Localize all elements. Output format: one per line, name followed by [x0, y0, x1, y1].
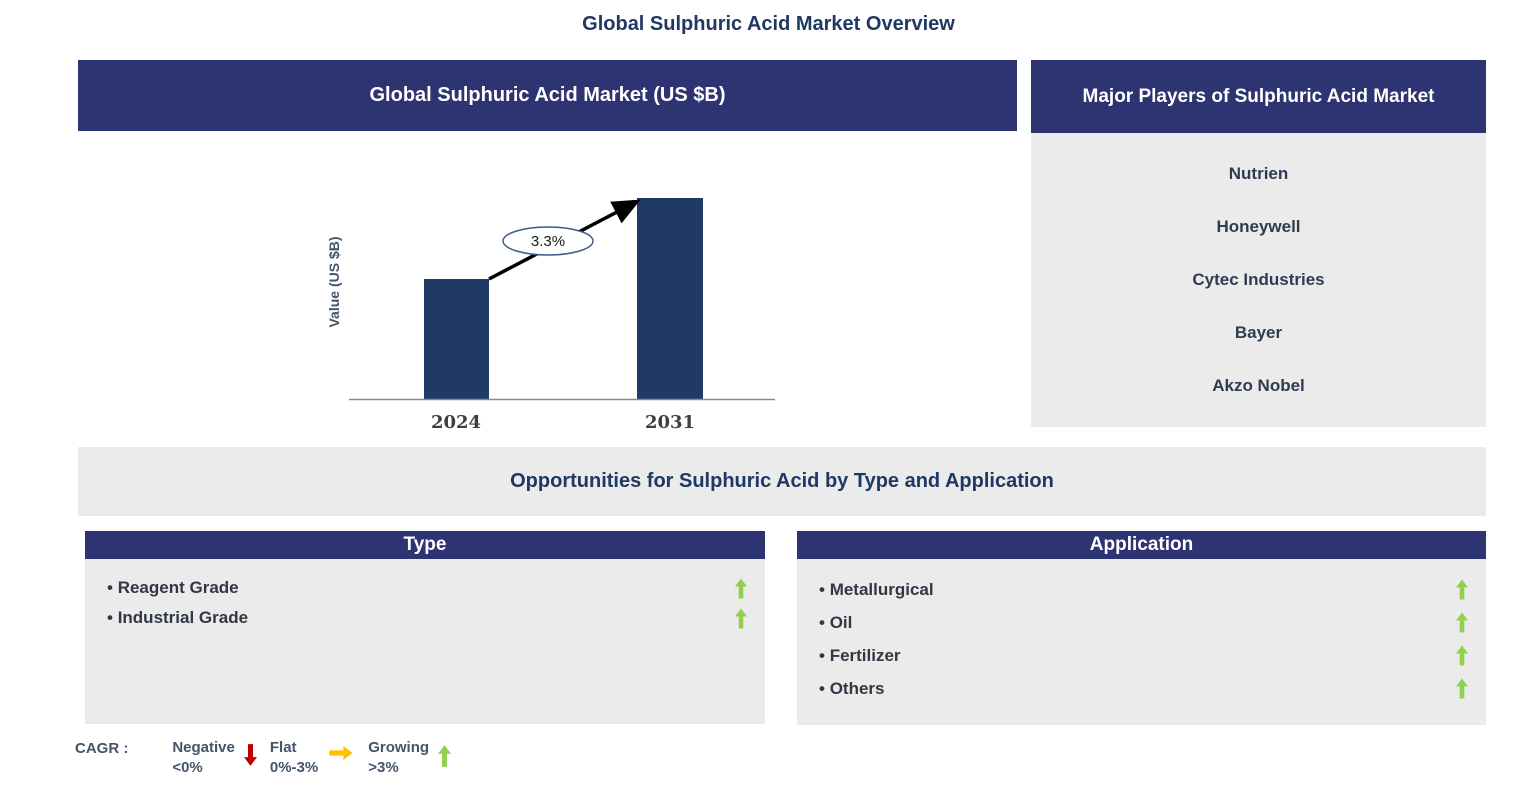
legend-item-flat: Flat 0%-3% [270, 738, 355, 777]
right-arrow-icon [329, 746, 353, 760]
application-panel-header: Application [797, 531, 1486, 559]
application-panel: Application Metallurgical Oil Fertilizer… [797, 531, 1486, 725]
legend-flat-range: 0%-3% [269, 758, 319, 776]
type-item-label: Reagent Grade [107, 578, 239, 598]
down-arrow-icon [243, 744, 257, 766]
list-item: Nutrien [1228, 163, 1289, 183]
list-item: Oil [797, 606, 1486, 639]
x-tick-2024: 2024 [431, 412, 481, 433]
cagr-ellipse [502, 226, 594, 256]
legend-growing-range: >3% [368, 758, 399, 776]
up-arrow-icon [1456, 678, 1468, 699]
list-item: Bayer [1234, 323, 1283, 343]
opportunities-band: Opportunities for Sulphuric Acid by Type… [78, 447, 1486, 516]
up-arrow-icon [1456, 645, 1468, 666]
up-arrow-icon [1456, 612, 1468, 633]
major-players-header: Major Players of Sulphuric Acid Market [1031, 60, 1486, 133]
cagr-legend: CAGR : Negative <0% Flat 0%-3% Growing >… [75, 738, 464, 777]
list-item: Others [797, 672, 1486, 705]
application-panel-header-label: Application [1089, 534, 1194, 555]
page-title: Global Sulphuric Acid Market Overview [582, 13, 955, 35]
legend-growing-label: Growing [368, 739, 430, 756]
bar-2031 [637, 198, 703, 399]
up-arrow-icon [735, 608, 747, 628]
type-item-label: Industrial Grade [107, 608, 248, 628]
list-item: Industrial Grade [85, 603, 765, 633]
up-arrow-icon [438, 745, 452, 767]
list-item: Akzo Nobel [1212, 376, 1305, 396]
major-players-panel: Major Players of Sulphuric Acid Market N… [1031, 60, 1486, 427]
application-item-label: Fertilizer [819, 646, 901, 666]
cagr-legend-prefix: CAGR : [75, 740, 129, 757]
list-item: Metallurgical [797, 573, 1486, 606]
legend-negative-range: <0% [172, 758, 203, 776]
list-item: Fertilizer [797, 639, 1486, 672]
major-players-list: Nutrien Honeywell Cytec Industries Bayer… [1031, 133, 1486, 427]
type-panel-header: Type [85, 531, 765, 559]
list-item: Cytec Industries [1192, 269, 1325, 289]
type-panel: Type Reagent Grade Industrial Grade [85, 531, 765, 724]
type-panel-header-label: Type [403, 534, 447, 555]
major-players-header-label: Major Players of Sulphuric Acid Market [1082, 85, 1435, 107]
bar-2024 [424, 279, 489, 399]
type-panel-body: Reagent Grade Industrial Grade [85, 559, 765, 724]
list-item: Honeywell [1216, 216, 1301, 236]
up-arrow-icon [735, 578, 747, 598]
y-axis-label: Value (US $B) [326, 236, 342, 327]
list-item: Reagent Grade [85, 573, 765, 603]
market-panel-header-label: Global Sulphuric Acid Market (US $B) [369, 84, 726, 106]
market-bar-chart: Value (US $B) 3.3% 2024 2031 [326, 198, 775, 433]
legend-flat-label: Flat [269, 739, 297, 756]
x-tick-2031: 2031 [645, 412, 695, 433]
application-item-label: Others [819, 679, 885, 699]
legend-item-growing: Growing >3% [368, 738, 452, 777]
cagr-value: 3.3% [531, 233, 565, 250]
market-panel-header: Global Sulphuric Acid Market (US $B) [78, 60, 1017, 131]
legend-item-negative: Negative <0% [172, 738, 257, 777]
up-arrow-icon [1456, 579, 1468, 600]
legend-negative-label: Negative [172, 739, 235, 756]
opportunities-title: Opportunities for Sulphuric Acid by Type… [510, 470, 1054, 492]
application-item-label: Metallurgical [819, 580, 934, 600]
application-panel-body: Metallurgical Oil Fertilizer Others [797, 559, 1486, 725]
application-item-label: Oil [819, 613, 853, 633]
